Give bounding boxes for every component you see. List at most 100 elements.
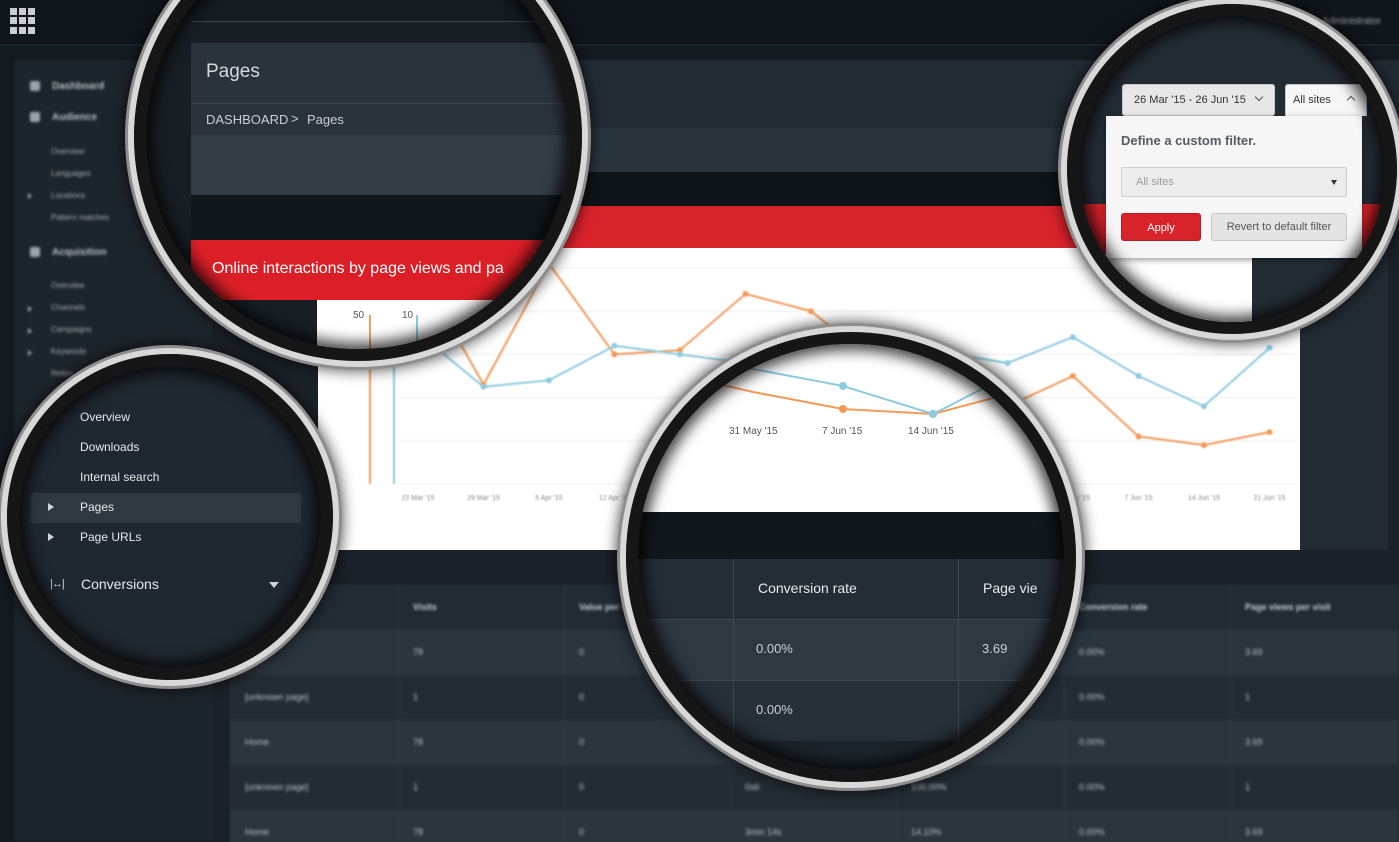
column-header[interactable]: Value per visit: [564, 585, 1064, 630]
x-axis-tick: 5 Apr '15: [535, 495, 563, 502]
sidebar-item-acquisition[interactable]: Acquisition: [52, 247, 107, 258]
sidebar-item-overview[interactable]: Overview: [80, 410, 131, 424]
table-cell: [unknown page]: [230, 765, 398, 810]
breadcrumb-current: Pages: [307, 112, 344, 127]
toolbar-band: [191, 135, 582, 195]
sidebar-subitem[interactable]: Channels: [51, 303, 85, 312]
table-cell: 0: [564, 675, 730, 720]
data-point: [1266, 344, 1273, 351]
apply-button[interactable]: Apply: [1121, 213, 1201, 241]
table-row[interactable]: Home 78 0 3min 14s 14.10% 0.00% 3.69: [230, 810, 1399, 842]
date-range-label: 26 Mar '15 - 26 Jun '15: [1134, 94, 1246, 106]
page-title: Pages: [206, 61, 260, 82]
separator-strip: [626, 512, 1076, 559]
data-point: [1135, 433, 1142, 440]
chart-area: 31 May '15 7 Jun '15 14 Jun '15: [626, 332, 1076, 512]
magnifier-filter: 26 Mar '15 - 26 Jun '15 All sites Define…: [1067, 4, 1397, 334]
expand-arrow-icon[interactable]: [48, 533, 54, 541]
sites-label: All sites: [1293, 94, 1331, 106]
expand-arrow-icon[interactable]: [28, 328, 32, 334]
expand-arrow-icon[interactable]: [48, 503, 54, 511]
x-axis-tick: 21 Jun '15: [1253, 495, 1285, 502]
y-axis-right-line: [416, 315, 418, 361]
table-row: 0.00% 3.69: [626, 619, 1076, 680]
date-range-dropdown[interactable]: 26 Mar '15 - 26 Jun '15: [1122, 84, 1275, 116]
table-cell: 1: [398, 675, 564, 720]
list-icon: [30, 112, 40, 122]
x-axis-tick: 7 Jun '15: [1124, 495, 1152, 502]
column-header[interactable]: Page views per visit: [1230, 585, 1399, 630]
column-divider: [733, 559, 734, 782]
data-point: [929, 410, 937, 418]
sidebar-item-conversions[interactable]: Conversions: [81, 576, 159, 592]
separator-strip: [191, 195, 582, 240]
popup-title: Define a custom filter.: [1121, 133, 1257, 148]
sidebar-subitem[interactable]: Overview: [51, 147, 85, 156]
table-cell: 0: [564, 765, 730, 810]
sidebar-subitem[interactable]: Campaigns: [51, 325, 92, 334]
table-row: 0.00%: [626, 680, 1076, 741]
magnifier-chart-table: 31 May '15 7 Jun '15 14 Jun '15 Conversi…: [626, 332, 1076, 782]
sidebar-subitem[interactable]: Keywords: [51, 347, 87, 356]
sidebar-item-page-urls[interactable]: Page URLs: [80, 530, 142, 544]
sidebar-item-audience[interactable]: Audience: [52, 112, 98, 123]
column-header-page-views[interactable]: Page vie: [983, 580, 1038, 596]
chart-panel-title: Online interactions by page views and pa: [212, 260, 504, 277]
revert-filter-button[interactable]: Revert to default filter: [1211, 213, 1347, 241]
y-axis-left-line: [369, 315, 371, 361]
chevron-down-icon[interactable]: [269, 582, 279, 588]
expand-arrow-icon[interactable]: [28, 306, 32, 312]
sidebar-item-dashboard[interactable]: Dashboard: [52, 81, 105, 92]
table-cell: 0s6: [730, 765, 896, 810]
table-cell: 0.00%: [756, 641, 793, 656]
column-header-conversion-rate[interactable]: Conversion rate: [758, 580, 857, 596]
grid-icon[interactable]: [10, 8, 36, 34]
table-cell: 3.69: [1230, 720, 1399, 765]
table-cell: 3.69: [1230, 630, 1399, 675]
acquisition-icon: [30, 247, 40, 257]
table-cell: Home: [230, 720, 398, 765]
table-cell: 1: [1230, 765, 1399, 810]
table-cell: 1: [1230, 675, 1399, 720]
breadcrumb-dashboard-link[interactable]: DASHBOARD: [206, 112, 289, 127]
sites-select-placeholder: All sites: [1136, 176, 1174, 188]
sidebar-item-internal-search[interactable]: Internal search: [80, 470, 160, 484]
sidebar-subitem[interactable]: Locations: [51, 191, 86, 200]
chart-area: [1067, 254, 1252, 334]
magnifier-sidebar: Overview Downloads Internal search Pages…: [7, 354, 333, 680]
table-cell: 3min 14s: [730, 810, 896, 842]
expand-arrow-icon[interactable]: [28, 193, 32, 199]
expand-arrow-icon[interactable]: [28, 350, 32, 356]
x-axis-tick: 12 Apr '15: [599, 495, 630, 502]
line-chart-zoom: [665, 351, 1024, 418]
y-axis-left-tick: 50: [353, 310, 365, 321]
table-cell: 0: [564, 810, 730, 842]
data-point: [839, 382, 847, 390]
table-cell: 78: [398, 630, 564, 675]
table-cell: 3.69: [982, 641, 1008, 656]
sites-select[interactable]: All sites: [1121, 167, 1347, 197]
table-cell: 78: [398, 720, 564, 765]
sidebar-subitem[interactable]: Pattern matches: [51, 213, 110, 222]
x-axis-tick: 14 Jun '15: [908, 426, 954, 437]
sidebar-item-downloads[interactable]: Downloads: [80, 440, 140, 454]
data-point: [742, 290, 749, 297]
data-point: [1266, 429, 1273, 436]
data-point: [546, 377, 552, 384]
column-header[interactable]: Visits: [398, 585, 564, 630]
data-point: [1135, 373, 1142, 379]
table-cell: 78: [398, 810, 564, 842]
sidebar-item-selected-bg: [31, 493, 301, 523]
table-cell: 0.00%: [1064, 720, 1230, 765]
table-header: Conversion rate Page vie: [626, 559, 1076, 619]
column-header[interactable]: Conversion rate: [1064, 585, 1230, 630]
chevron-right-icon: >: [291, 111, 299, 126]
sidebar-item-pages[interactable]: Pages: [80, 500, 115, 514]
table-cell: 0: [564, 720, 730, 765]
sidebar-subitem[interactable]: Overview: [51, 281, 85, 290]
divider: [626, 619, 1076, 620]
sidebar-subitem[interactable]: Languages: [51, 169, 91, 178]
sites-dropdown[interactable]: All sites: [1285, 84, 1367, 116]
custom-filter-popup: Define a custom filter. All sites Apply …: [1106, 116, 1362, 258]
table-cell: 3.69: [1230, 810, 1399, 842]
